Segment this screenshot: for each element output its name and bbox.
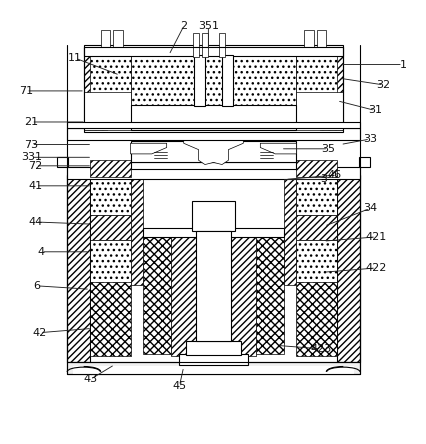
Bar [66, 166, 360, 178]
Bar [193, 32, 199, 57]
Bar [90, 240, 130, 283]
Bar [219, 32, 225, 57]
Bar [256, 235, 283, 354]
Bar [179, 354, 247, 365]
Bar [319, 102, 343, 130]
Bar [201, 32, 207, 57]
Bar [194, 55, 204, 106]
Text: 331: 331 [21, 152, 42, 163]
Text: 73: 73 [24, 139, 38, 150]
Bar [170, 235, 256, 356]
Bar [101, 31, 110, 48]
Text: 44: 44 [29, 217, 43, 227]
Text: 1: 1 [398, 59, 406, 70]
Text: 71: 71 [19, 86, 33, 96]
Text: 32: 32 [376, 80, 390, 90]
Bar [83, 92, 130, 131]
Text: 35: 35 [321, 144, 335, 154]
Bar [296, 178, 336, 215]
Text: 46: 46 [327, 170, 341, 180]
Bar [296, 92, 343, 131]
Bar [90, 160, 130, 177]
Bar [66, 361, 360, 374]
Bar [130, 162, 296, 169]
Bar [66, 122, 360, 128]
Polygon shape [260, 143, 296, 154]
Text: 33: 33 [362, 134, 376, 144]
Bar [185, 341, 241, 355]
Bar [73, 366, 353, 374]
Text: 43: 43 [83, 374, 97, 385]
Bar [90, 178, 130, 215]
Bar [316, 31, 325, 48]
Bar [303, 31, 313, 48]
Text: 21: 21 [24, 117, 38, 127]
Text: 423: 423 [309, 344, 331, 354]
Text: 351: 351 [197, 21, 219, 31]
Text: 11: 11 [68, 53, 82, 63]
Text: 422: 422 [365, 263, 386, 273]
Bar [90, 178, 336, 362]
Text: 42: 42 [33, 328, 47, 337]
Text: 72: 72 [29, 161, 43, 171]
Bar [143, 228, 283, 237]
Polygon shape [183, 137, 243, 165]
Text: 2: 2 [180, 21, 187, 31]
Bar [83, 47, 130, 132]
Bar [283, 178, 296, 285]
Bar [83, 102, 107, 130]
Bar [296, 281, 336, 356]
Text: 41: 41 [29, 181, 43, 191]
Bar [336, 175, 360, 362]
Bar [130, 178, 143, 285]
Bar [296, 47, 343, 132]
Bar [296, 215, 336, 240]
Bar [296, 51, 336, 93]
Bar [90, 51, 130, 93]
Bar [83, 47, 343, 132]
Bar [192, 201, 234, 230]
Bar [66, 175, 90, 362]
Bar [130, 55, 296, 106]
Bar [132, 128, 294, 138]
Bar [90, 281, 130, 356]
Bar [90, 215, 130, 240]
Text: 4: 4 [37, 247, 45, 257]
Bar [143, 235, 170, 354]
Bar [57, 157, 67, 166]
Bar [296, 240, 336, 283]
Bar [359, 157, 369, 166]
Text: 34: 34 [362, 203, 376, 214]
Bar [130, 105, 296, 130]
Text: 45: 45 [172, 381, 186, 391]
Bar [66, 127, 360, 140]
Text: 421: 421 [365, 232, 386, 242]
Bar [196, 230, 230, 341]
Bar [296, 160, 336, 177]
Bar [222, 55, 232, 106]
Polygon shape [130, 143, 166, 154]
Bar [83, 45, 343, 56]
Bar [66, 175, 360, 362]
Bar [113, 31, 123, 48]
Text: 3: 3 [320, 174, 327, 184]
Text: 6: 6 [33, 281, 40, 291]
Bar [66, 45, 360, 375]
Bar [130, 141, 296, 163]
Text: 31: 31 [367, 106, 381, 115]
